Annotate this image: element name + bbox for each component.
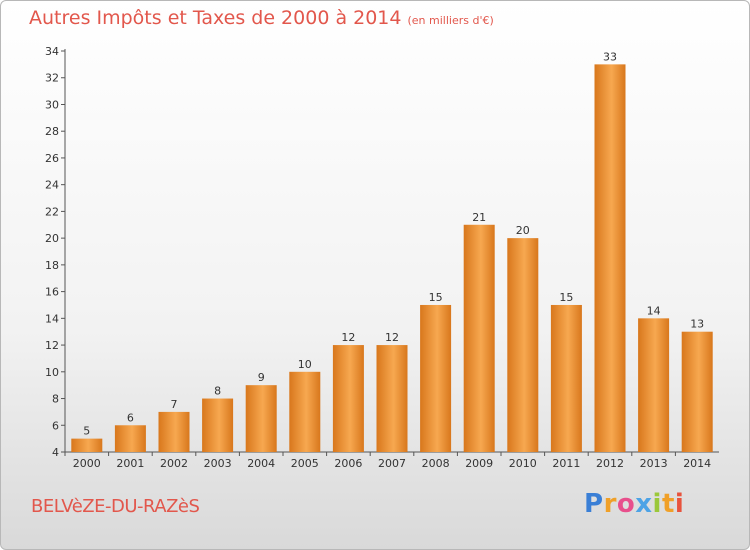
- bar: [594, 64, 626, 452]
- y-tick-label: 20: [45, 232, 59, 245]
- bar: [376, 345, 408, 452]
- chart-data-labels: 5 6 7 8 9 10 12 12 15 21 20 15 33 14 13: [83, 50, 704, 437]
- y-tick-label: 28: [45, 125, 59, 138]
- data-label: 14: [647, 304, 661, 317]
- bar: [550, 304, 582, 452]
- bar: [114, 425, 146, 452]
- data-label: 15: [429, 291, 443, 304]
- data-label: 21: [472, 211, 486, 224]
- data-label: 20: [516, 224, 530, 237]
- data-label: 7: [171, 398, 178, 411]
- data-label: 10: [298, 358, 312, 371]
- data-label: 8: [214, 385, 221, 398]
- y-tick-label: 6: [52, 419, 59, 432]
- x-tick-label: 2005: [291, 457, 319, 470]
- x-tick-label: 2011: [552, 457, 580, 470]
- data-label: 15: [559, 291, 573, 304]
- logo-letter: P: [584, 489, 604, 519]
- logo-letter: i: [674, 489, 685, 519]
- x-tick-label: 2002: [160, 457, 188, 470]
- logo-letter: i: [652, 489, 662, 519]
- bar: [507, 238, 539, 452]
- y-tick-label: 24: [45, 179, 59, 192]
- bar: [332, 345, 364, 452]
- bar: [202, 398, 234, 452]
- bar: [420, 304, 452, 452]
- bar: [463, 224, 495, 452]
- data-label: 12: [341, 331, 355, 344]
- x-tick-label: 2008: [422, 457, 450, 470]
- y-tick-label: 8: [52, 393, 59, 406]
- data-label: 5: [83, 425, 90, 438]
- y-tick-label: 26: [45, 152, 59, 165]
- chart-title: Autres Impôts et Taxes de 2000 à 2014 (en…: [29, 7, 494, 29]
- data-label: 9: [258, 371, 265, 384]
- y-tick-label: 10: [45, 366, 59, 379]
- y-tick-label: 22: [45, 205, 59, 218]
- logo-letter: x: [635, 489, 653, 519]
- logo-letter: r: [603, 489, 617, 519]
- x-tick-label: 2001: [116, 457, 144, 470]
- x-tick-label: 2010: [509, 457, 537, 470]
- data-label: 13: [690, 318, 704, 331]
- x-tick-label: 2006: [334, 457, 362, 470]
- logo-letter: o: [616, 489, 636, 519]
- y-tick-label: 4: [52, 446, 59, 459]
- bar: [71, 438, 103, 452]
- y-tick-label: 16: [45, 286, 59, 299]
- bar: [289, 371, 321, 452]
- chart-bars: [71, 64, 713, 452]
- y-tick-label: 30: [45, 98, 59, 111]
- bar: [158, 411, 190, 452]
- logo-letter: t: [661, 489, 675, 519]
- x-tick-label: 2007: [378, 457, 406, 470]
- y-tick-label: 18: [45, 259, 59, 272]
- bar: [245, 385, 277, 452]
- x-tick-label: 2000: [73, 457, 101, 470]
- x-tick-label: 2009: [465, 457, 493, 470]
- y-tick-label: 12: [45, 339, 59, 352]
- x-tick-label: 2013: [640, 457, 668, 470]
- y-tick-label: 14: [45, 312, 59, 325]
- y-tick-label: 32: [45, 72, 59, 85]
- chart-title-unit: (en milliers d'€): [407, 14, 494, 27]
- x-tick-label: 2004: [247, 457, 275, 470]
- data-label: 6: [127, 411, 134, 424]
- proxiti-logo[interactable]: Proxiti: [584, 489, 684, 519]
- data-label: 33: [603, 50, 617, 63]
- x-tick-label: 2003: [204, 457, 232, 470]
- bar: [681, 331, 713, 452]
- data-label: 12: [385, 331, 399, 344]
- x-tick-label: 2014: [683, 457, 711, 470]
- commune-name: BELVèZE-DU-RAZèS: [31, 496, 200, 517]
- y-tick-label: 34: [45, 45, 59, 58]
- bar: [638, 318, 670, 452]
- chart-title-text: Autres Impôts et Taxes de 2000 à 2014: [29, 7, 402, 29]
- x-tick-label: 2012: [596, 457, 624, 470]
